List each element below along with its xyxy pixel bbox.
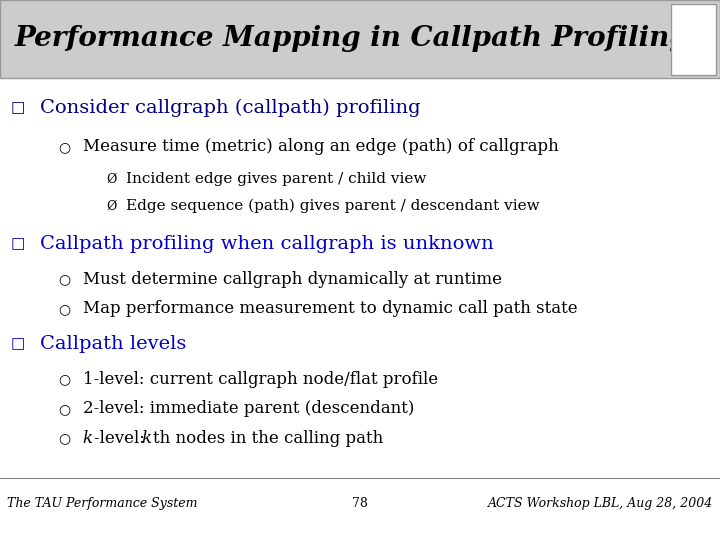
Text: Map performance measurement to dynamic call path state: Map performance measurement to dynamic c… bbox=[83, 300, 577, 318]
Text: k: k bbox=[141, 430, 151, 447]
Text: Callpath profiling when callgraph is unknown: Callpath profiling when callgraph is unk… bbox=[40, 235, 493, 253]
Text: th nodes in the calling path: th nodes in the calling path bbox=[153, 430, 383, 447]
Text: Incident edge gives parent / child view: Incident edge gives parent / child view bbox=[126, 172, 426, 186]
Text: ACTS Workshop LBL, Aug 28, 2004: ACTS Workshop LBL, Aug 28, 2004 bbox=[487, 497, 713, 510]
Text: Performance Mapping in Callpath Profiling: Performance Mapping in Callpath Profilin… bbox=[14, 25, 689, 52]
Text: ○: ○ bbox=[59, 372, 71, 386]
Text: Consider callgraph (callpath) profiling: Consider callgraph (callpath) profiling bbox=[40, 99, 420, 117]
Text: Ø: Ø bbox=[107, 173, 117, 186]
Text: 1-level: current callgraph node/flat profile: 1-level: current callgraph node/flat pro… bbox=[83, 370, 438, 388]
Text: Measure time (metric) along an edge (path) of callgraph: Measure time (metric) along an edge (pat… bbox=[83, 138, 559, 156]
Text: Callpath levels: Callpath levels bbox=[40, 335, 186, 353]
Text: Must determine callgraph dynamically at runtime: Must determine callgraph dynamically at … bbox=[83, 271, 502, 288]
Text: ○: ○ bbox=[59, 431, 71, 446]
Text: ○: ○ bbox=[59, 302, 71, 316]
FancyBboxPatch shape bbox=[671, 4, 716, 75]
Text: □: □ bbox=[11, 337, 25, 351]
Text: 2-level: immediate parent (descendant): 2-level: immediate parent (descendant) bbox=[83, 400, 414, 417]
Text: 78: 78 bbox=[352, 497, 368, 510]
FancyBboxPatch shape bbox=[0, 0, 720, 78]
Text: □: □ bbox=[11, 101, 25, 115]
Text: k: k bbox=[83, 430, 93, 447]
Text: The TAU Performance System: The TAU Performance System bbox=[7, 497, 198, 510]
Text: ○: ○ bbox=[59, 272, 71, 286]
Text: ○: ○ bbox=[59, 402, 71, 416]
Text: -level:: -level: bbox=[94, 430, 150, 447]
Text: Ø: Ø bbox=[107, 200, 117, 213]
Text: □: □ bbox=[11, 237, 25, 251]
Text: ○: ○ bbox=[59, 140, 71, 154]
Text: Edge sequence (path) gives parent / descendant view: Edge sequence (path) gives parent / desc… bbox=[126, 199, 539, 213]
